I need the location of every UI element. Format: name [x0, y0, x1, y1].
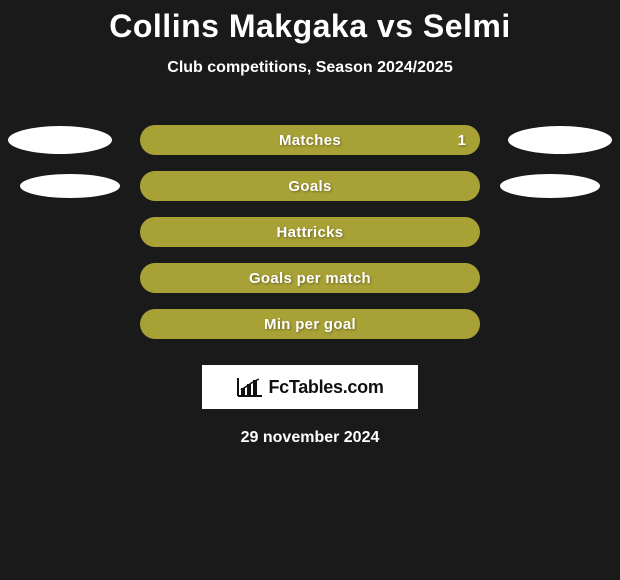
- stat-label: Hattricks: [277, 224, 344, 241]
- stat-value: 1: [458, 132, 466, 149]
- stat-row: Min per goal: [0, 301, 620, 347]
- stat-row: Matches 1: [0, 117, 620, 163]
- stat-row: Goals per match: [0, 255, 620, 301]
- right-ellipse: [500, 174, 600, 198]
- stat-label: Goals: [288, 178, 331, 195]
- stat-row: Hattricks: [0, 209, 620, 255]
- logo: FcTables.com: [236, 376, 383, 398]
- date-label: 29 november 2024: [0, 429, 620, 447]
- stat-pill: Goals: [140, 171, 480, 201]
- comparison-infographic: Collins Makgaka vs Selmi Club competitio…: [0, 0, 620, 447]
- stat-row: Goals: [0, 163, 620, 209]
- stat-pill: Hattricks: [140, 217, 480, 247]
- left-ellipse: [20, 174, 120, 198]
- logo-box: FcTables.com: [202, 365, 418, 409]
- stat-label: Matches: [279, 132, 341, 149]
- page-title: Collins Makgaka vs Selmi: [0, 8, 620, 45]
- stat-pill: Min per goal: [140, 309, 480, 339]
- logo-text: FcTables.com: [268, 377, 383, 398]
- subtitle: Club competitions, Season 2024/2025: [0, 59, 620, 77]
- stat-label: Min per goal: [264, 316, 356, 333]
- left-ellipse: [8, 126, 112, 154]
- bar-chart-icon: [236, 376, 264, 398]
- stat-pill: Goals per match: [140, 263, 480, 293]
- stat-label: Goals per match: [249, 270, 371, 287]
- stat-pill: Matches 1: [140, 125, 480, 155]
- right-ellipse: [508, 126, 612, 154]
- stat-rows: Matches 1 Goals Hattricks Goals per match Min…: [0, 117, 620, 347]
